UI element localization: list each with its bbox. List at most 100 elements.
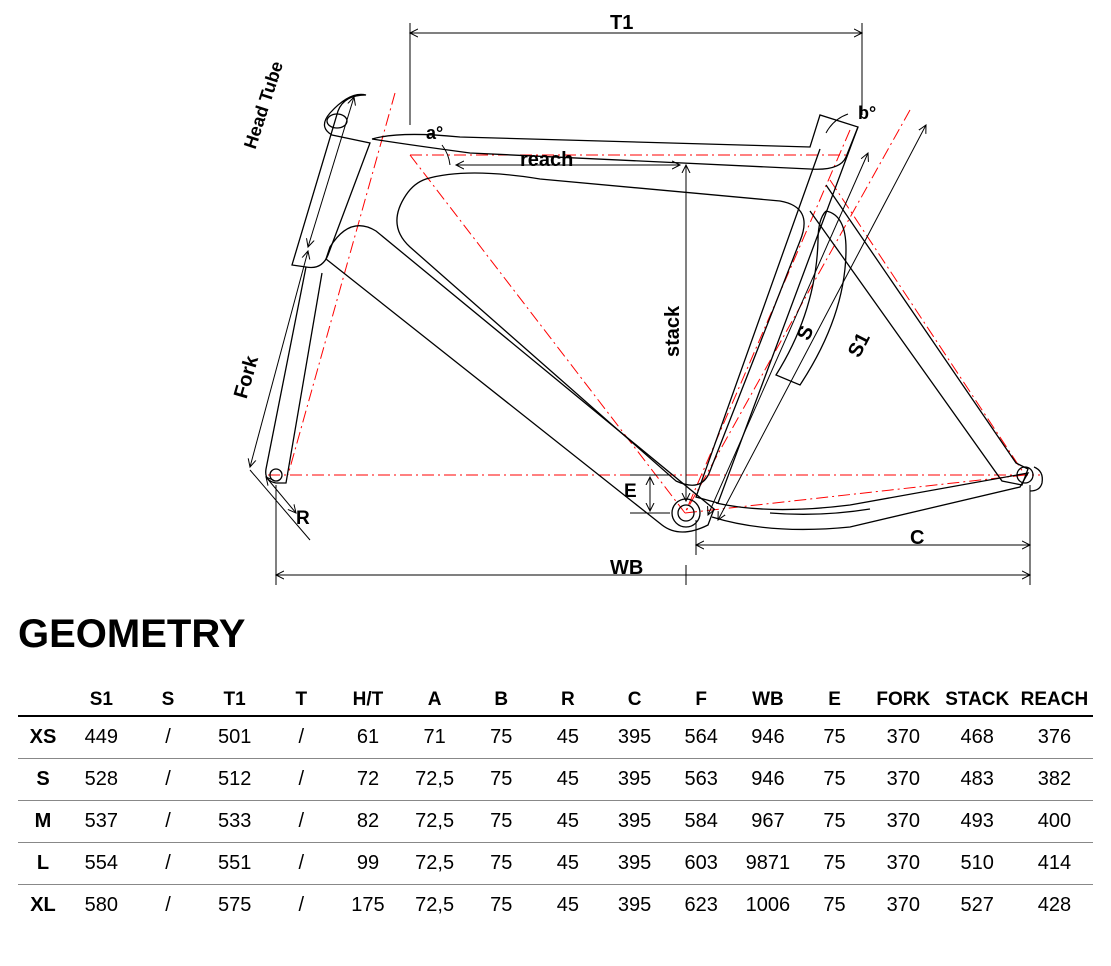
row-cell: 501 — [201, 716, 268, 759]
th-fork: FORK — [868, 680, 939, 716]
row-cell: / — [268, 716, 335, 759]
row-cell: / — [268, 843, 335, 885]
row-cell: / — [135, 801, 202, 843]
row-cell: 82 — [335, 801, 402, 843]
row-cell: / — [135, 885, 202, 927]
row-cell: 400 — [1016, 801, 1093, 843]
row-cell: 563 — [668, 759, 735, 801]
row-cell: 468 — [939, 716, 1016, 759]
row-cell: 45 — [535, 885, 602, 927]
label-a: a° — [426, 123, 443, 144]
row-cell: 71 — [401, 716, 468, 759]
label-c: C — [910, 527, 924, 550]
row-cell: 45 — [535, 716, 602, 759]
frame-diagram: T1 a° b° reach stack S S1 Head Tube Fork… — [210, 15, 1070, 600]
row-cell: 75 — [801, 716, 868, 759]
section-title: GEOMETRY — [18, 612, 245, 657]
th-a: A — [401, 680, 468, 716]
row-cell: 75 — [468, 716, 535, 759]
th-stack: STACK — [939, 680, 1016, 716]
row-cell: 9871 — [735, 843, 802, 885]
row-cell: 414 — [1016, 843, 1093, 885]
th-b: B — [468, 680, 535, 716]
row-cell: 537 — [68, 801, 135, 843]
row-cell: 376 — [1016, 716, 1093, 759]
th-s1: S1 — [68, 680, 135, 716]
table-body: XS449/501/6171754539556494675370468376S5… — [18, 716, 1093, 926]
row-cell: 512 — [201, 759, 268, 801]
frame-svg — [210, 15, 1070, 600]
row-cell: 946 — [735, 759, 802, 801]
row-size: XS — [18, 716, 68, 759]
row-cell: 528 — [68, 759, 135, 801]
frame-outline — [266, 94, 1043, 532]
row-cell: / — [268, 885, 335, 927]
row-cell: 527 — [939, 885, 1016, 927]
label-wb: WB — [610, 557, 643, 580]
row-cell: 370 — [868, 801, 939, 843]
row-cell: 75 — [801, 801, 868, 843]
row-cell: 45 — [535, 843, 602, 885]
row-cell: 72,5 — [401, 885, 468, 927]
row-cell: 428 — [1016, 885, 1093, 927]
row-cell: 510 — [939, 843, 1016, 885]
row-cell: / — [268, 759, 335, 801]
row-cell: 75 — [468, 759, 535, 801]
th-s: S — [135, 680, 202, 716]
row-cell: 493 — [939, 801, 1016, 843]
th-reach: REACH — [1016, 680, 1093, 716]
row-cell: / — [135, 843, 202, 885]
row-cell: 45 — [535, 801, 602, 843]
row-cell: 395 — [601, 885, 668, 927]
row-cell: 72,5 — [401, 843, 468, 885]
row-cell: 946 — [735, 716, 802, 759]
row-size: M — [18, 801, 68, 843]
row-cell: 575 — [201, 885, 268, 927]
row-cell: 551 — [201, 843, 268, 885]
dimension-lines — [250, 23, 1030, 585]
table-row: L554/551/9972,57545395603987175370510414 — [18, 843, 1093, 885]
row-size: XL — [18, 885, 68, 927]
row-cell: 72 — [335, 759, 402, 801]
row-cell: 395 — [601, 843, 668, 885]
th-t: T — [268, 680, 335, 716]
th-f: F — [668, 680, 735, 716]
row-cell: 449 — [68, 716, 135, 759]
row-cell: 370 — [868, 716, 939, 759]
label-b: b° — [858, 103, 876, 124]
row-cell: 395 — [601, 801, 668, 843]
row-cell: 175 — [335, 885, 402, 927]
row-cell: 370 — [868, 843, 939, 885]
label-t1: T1 — [610, 12, 633, 35]
table-row: S528/512/7272,5754539556394675370483382 — [18, 759, 1093, 801]
row-cell: 554 — [68, 843, 135, 885]
row-cell: 382 — [1016, 759, 1093, 801]
table-header-row: S1 S T1 T H/T A B R C F WB E FORK STACK … — [18, 680, 1093, 716]
row-cell: 75 — [468, 843, 535, 885]
row-cell: 45 — [535, 759, 602, 801]
label-reach: reach — [520, 149, 573, 172]
row-cell: 370 — [868, 885, 939, 927]
label-e: E — [624, 481, 637, 503]
geometry-table: S1 S T1 T H/T A B R C F WB E FORK STACK … — [18, 680, 1093, 926]
row-cell: 395 — [601, 716, 668, 759]
row-cell: / — [135, 716, 202, 759]
row-cell: 967 — [735, 801, 802, 843]
label-r: R — [296, 508, 310, 530]
row-cell: 75 — [801, 843, 868, 885]
row-cell: / — [268, 801, 335, 843]
th-c: C — [601, 680, 668, 716]
row-cell: 99 — [335, 843, 402, 885]
table-row: XL580/575/17572,575453956231006753705274… — [18, 885, 1093, 927]
row-cell: 75 — [468, 885, 535, 927]
row-cell: 623 — [668, 885, 735, 927]
th-t1: T1 — [201, 680, 268, 716]
th-size — [18, 680, 68, 716]
row-cell: 603 — [668, 843, 735, 885]
table-row: M537/533/8272,5754539558496775370493400 — [18, 801, 1093, 843]
row-size: S — [18, 759, 68, 801]
row-cell: 533 — [201, 801, 268, 843]
th-r: R — [535, 680, 602, 716]
row-cell: 564 — [668, 716, 735, 759]
row-cell: 395 — [601, 759, 668, 801]
